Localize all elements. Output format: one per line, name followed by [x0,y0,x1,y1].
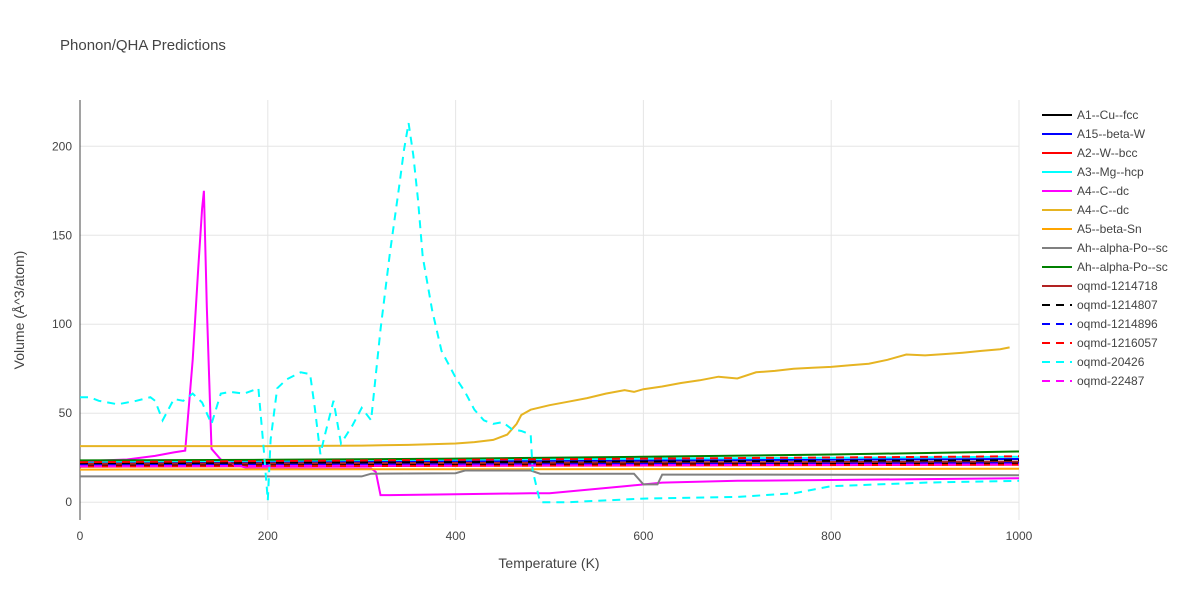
legend-item-label: A15--beta-W [1077,127,1146,141]
y-tick-label: 100 [52,317,72,331]
series-line-7 [80,467,1019,471]
series-line-11 [80,459,1019,465]
x-tick-label: 600 [633,529,653,543]
series-line-9 [80,450,1019,462]
series-line-12 [80,462,1019,467]
x-tick-label: 800 [821,529,841,543]
x-axis-label: Temperature (K) [498,555,599,571]
series-line-6 [80,346,1010,448]
legend-item-label: oqmd-20426 [1077,355,1145,369]
legend-item-label: A4--C--dc [1077,203,1129,217]
series-line-8 [80,469,1019,486]
x-tick-label: 200 [258,529,278,543]
legend-item-label: Ah--alpha-Po--sc [1077,241,1168,255]
legend-item-label: oqmd-1214807 [1077,298,1158,312]
legend-item-label: oqmd-1214896 [1077,317,1158,331]
legend-item-label: A4--C--dc [1077,184,1129,198]
series-line-15 [80,463,1019,468]
series-layer [80,122,1019,504]
x-tick-label: 400 [446,529,466,543]
y-axis-label: Volume (Å^3/atom) [11,251,27,370]
y-tick-label: 0 [65,495,72,509]
series-line-5 [80,190,1019,497]
chart-title: Phonon/QHA Predictions [60,37,226,54]
x-tick-label: 1000 [1006,529,1033,543]
y-tick-label: 200 [52,139,72,153]
legend[interactable]: A1--Cu--fcc A15--beta-W A2--W--bcc A3--Mg--… [1042,108,1168,388]
legend-item-label: Ah--alpha-Po--sc [1077,260,1168,274]
legend-item-label: oqmd-22487 [1077,374,1145,388]
y-tick-label: 50 [59,406,73,420]
y-tick-label: 150 [52,228,72,242]
legend-item-label: A3--Mg--hcp [1077,165,1144,179]
series-line-13 [80,455,1019,464]
legend-item-label: A2--W--bcc [1077,146,1137,160]
x-tick-label: 0 [77,529,84,543]
legend-item-label: A1--Cu--fcc [1077,108,1138,122]
legend-item-label: A5--beta-Sn [1077,222,1142,236]
legend-item-label: oqmd-1214718 [1077,279,1158,293]
legend-item-label: oqmd-1216057 [1077,336,1158,350]
axes: 0 200 400 600 800 1000 0 50 100 150 200 [52,100,1033,543]
